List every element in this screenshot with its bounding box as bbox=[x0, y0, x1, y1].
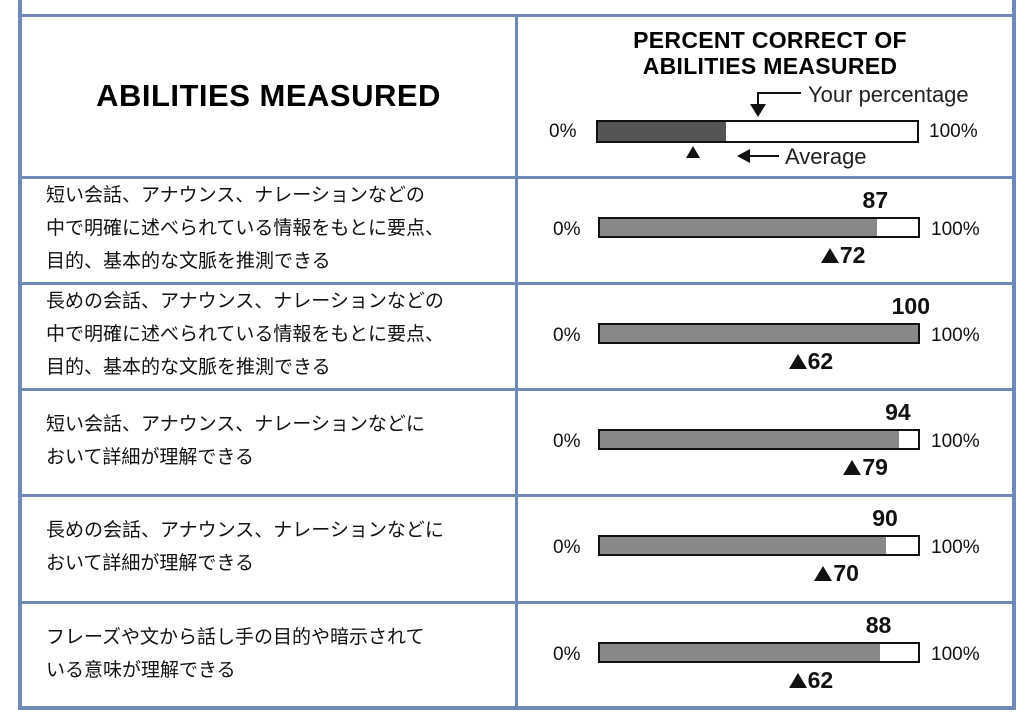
ability-description: 短い会話、アナウンス、ナレーションなどの 中で明確に述べられている情報をもとに要… bbox=[46, 184, 445, 272]
bar-max-label: 100% bbox=[931, 537, 980, 558]
score-bar-fill bbox=[600, 644, 880, 661]
triangle-icon bbox=[814, 566, 833, 581]
your-score: 90 bbox=[872, 505, 898, 531]
bar-max-label: 100% bbox=[931, 644, 980, 665]
legend-max-label: 100% bbox=[929, 121, 978, 142]
down-arrow-icon bbox=[750, 104, 766, 117]
average-score: 62 bbox=[788, 348, 834, 375]
average-score-value: 62 bbox=[807, 348, 834, 374]
bar-min-label: 0% bbox=[553, 644, 581, 665]
abilities-measured-heading: ABILITIES MEASURED bbox=[96, 78, 441, 113]
legend-your-arrow-stem bbox=[757, 92, 759, 108]
ability-description: 短い会話、アナウンス、ナレーションなどに おいて詳細が理解できる bbox=[46, 413, 425, 468]
percent-correct-heading: PERCENT CORRECT OF ABILITIES MEASURED bbox=[560, 27, 980, 79]
bar-min-label: 0% bbox=[553, 219, 581, 240]
legend-your-arrow-line bbox=[757, 92, 801, 94]
triangle-icon bbox=[788, 673, 807, 688]
average-score-value: 62 bbox=[807, 667, 834, 693]
legend-min-label: 0% bbox=[549, 121, 577, 142]
percent-correct-heading-line1: PERCENT CORRECT OF bbox=[633, 27, 907, 53]
bar-min-label: 0% bbox=[553, 431, 581, 452]
average-score: 70 bbox=[814, 560, 859, 587]
score-bar-fill bbox=[600, 219, 877, 236]
bar-min-label: 0% bbox=[553, 325, 581, 346]
score-bar-fill bbox=[600, 537, 887, 554]
bar-min-label: 0% bbox=[553, 537, 581, 558]
legend-bar bbox=[596, 120, 919, 143]
score-bar-fill bbox=[600, 431, 899, 448]
bar-max-label: 100% bbox=[931, 219, 980, 240]
left-arrow-icon bbox=[737, 149, 779, 163]
triangle-icon bbox=[843, 460, 862, 475]
column-divider bbox=[515, 14, 518, 710]
your-score: 100 bbox=[891, 293, 930, 319]
ability-description: フレーズや文から話し手の目的や暗示されて いる意味が理解できる bbox=[46, 626, 425, 681]
score-bar bbox=[598, 323, 920, 344]
your-score: 94 bbox=[885, 399, 911, 425]
ability-description: 長めの会話、アナウンス、ナレーションなどの 中で明確に述べられている情報をもとに… bbox=[46, 290, 445, 378]
triangle-icon bbox=[820, 248, 839, 263]
score-bar bbox=[598, 535, 920, 556]
average-score-value: 72 bbox=[839, 242, 866, 268]
legend-bar-fill bbox=[598, 122, 726, 141]
average-score: 79 bbox=[843, 454, 888, 481]
bar-max-label: 100% bbox=[931, 325, 980, 346]
average-score: 72 bbox=[820, 242, 866, 269]
percent-correct-heading-line2: ABILITIES MEASURED bbox=[642, 53, 898, 79]
average-score-value: 70 bbox=[833, 560, 859, 586]
triangle-icon bbox=[685, 146, 700, 158]
average-score: 62 bbox=[788, 667, 834, 694]
score-bar-fill bbox=[600, 325, 918, 342]
score-bar bbox=[598, 642, 920, 663]
bar-max-label: 100% bbox=[931, 431, 980, 452]
average-score-value: 79 bbox=[862, 454, 888, 480]
your-score: 88 bbox=[865, 612, 892, 638]
triangle-icon bbox=[788, 354, 807, 369]
your-score: 87 bbox=[862, 187, 889, 213]
legend-your-label: Your percentage bbox=[808, 82, 969, 107]
score-bar bbox=[598, 217, 920, 238]
ability-description: 長めの会話、アナウンス、ナレーションなどに おいて詳細が理解できる bbox=[46, 519, 444, 574]
score-bar bbox=[598, 429, 920, 450]
legend-average-label: Average bbox=[785, 144, 867, 169]
